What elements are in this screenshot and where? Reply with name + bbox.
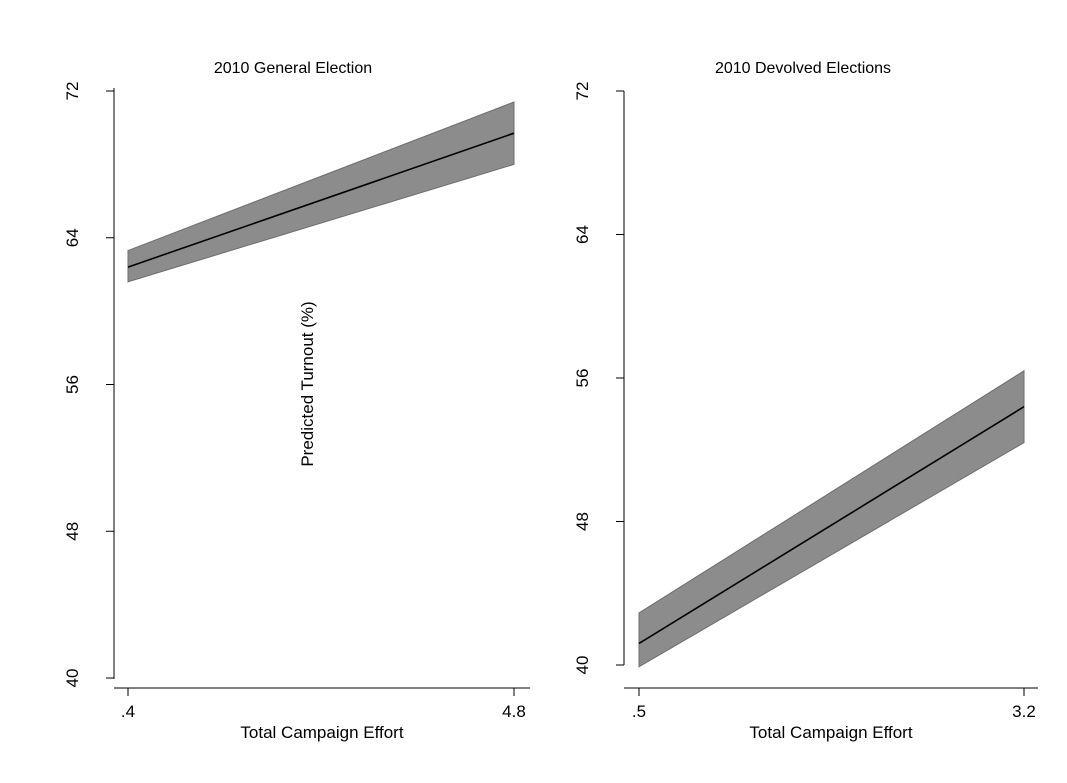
- x-axis-label: Total Campaign Effort: [749, 723, 912, 742]
- prediction-line: [127, 132, 515, 268]
- y-tick-label: 64: [63, 228, 82, 247]
- y-tick-label: 72: [573, 82, 592, 101]
- y-axis-label: Predicted Turnout (%): [298, 301, 317, 466]
- y-tick-label: 56: [573, 369, 592, 388]
- y-tick-label: 40: [573, 656, 592, 675]
- x-tick-label: 3.2: [1012, 702, 1036, 721]
- devolved-elections-panel: 2010 Devolved Elections Total Campaign E…: [573, 60, 1038, 742]
- confidence-band: [127, 101, 515, 283]
- y-tick-label: 48: [63, 522, 82, 541]
- y-tick-label: 56: [63, 375, 82, 394]
- panel-title: 2010 Devolved Elections: [715, 60, 891, 77]
- x-tick-label: 4.8: [502, 702, 526, 721]
- y-tick-label: 64: [573, 225, 592, 244]
- y-tick-label: 40: [63, 669, 82, 688]
- general-election-panel: 2010 General Election Total Campaign Eff…: [63, 60, 530, 742]
- y-tick-label: 48: [573, 512, 592, 531]
- x-axis-label: Total Campaign Effort: [240, 723, 403, 742]
- x-tick-label: .5: [632, 702, 646, 721]
- x-tick-label: .4: [121, 702, 135, 721]
- confidence-band: [638, 369, 1025, 668]
- panel-title: 2010 General Election: [214, 60, 372, 77]
- y-tick-label: 72: [63, 82, 82, 101]
- prediction-line: [638, 406, 1025, 645]
